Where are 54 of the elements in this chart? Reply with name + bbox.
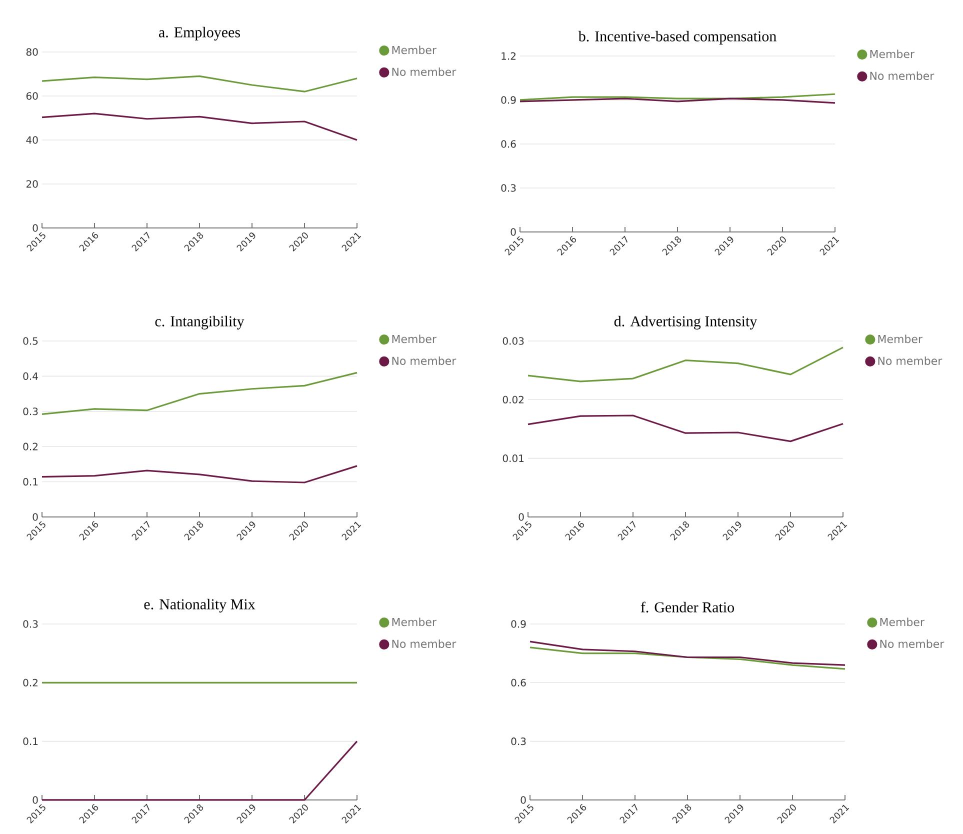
y-tick-label: 0.2: [23, 678, 38, 686]
chart-title: b. Incentive-based compensation: [578, 30, 776, 44]
line-series: [527, 414, 844, 442]
legend-label: No member: [392, 356, 456, 366]
chart-title: c. Intangibility: [155, 316, 244, 330]
y-tick-label: 20: [26, 180, 38, 188]
line-series: [41, 372, 358, 416]
y-tick-label: 0.5: [23, 337, 38, 345]
legend-label: Member: [392, 618, 436, 626]
line-series: [529, 640, 846, 666]
y-tick-label: 0.3: [501, 184, 516, 192]
chart-title: f. Gender Ratio: [640, 602, 734, 612]
chart-title: e. Nationality Mix: [144, 598, 256, 612]
line-series: [41, 75, 358, 92]
legend-label: Member: [880, 618, 924, 626]
y-tick-label: 0.3: [23, 620, 38, 628]
y-tick-label: 1.2: [502, 52, 516, 60]
y-tick-label: 40: [26, 136, 38, 144]
y-tick-label: 0.9: [511, 620, 526, 628]
y-tick-label: 0: [520, 796, 526, 804]
y-tick-label: 0.9: [501, 96, 516, 104]
y-tick-label: 0.02: [502, 396, 524, 404]
chart-title: d. Advertising Intensity: [614, 316, 758, 330]
chart-title: a. Employees: [159, 26, 240, 40]
y-tick-label: 0.3: [511, 738, 526, 746]
y-tick-label: 0: [32, 796, 38, 804]
line-series: [41, 112, 358, 141]
y-tick-label: 0.6: [511, 678, 526, 686]
legend-label: No member: [880, 639, 944, 648]
y-tick-label: 0.01: [502, 454, 524, 462]
legend-label: Member: [392, 334, 436, 344]
legend-label: No member: [392, 639, 456, 648]
line-series: [41, 465, 358, 484]
y-tick-label: 0.4: [23, 372, 38, 380]
y-tick-label: 0.2: [23, 442, 38, 450]
legend-label: No member: [392, 67, 456, 76]
legend-label: Member: [392, 46, 436, 54]
y-tick-label: 0.03: [502, 337, 524, 345]
legend-label: Member: [870, 50, 914, 58]
line-series: [527, 346, 844, 382]
y-tick-label: 0: [32, 224, 38, 232]
line-series: [529, 646, 846, 670]
y-tick-label: 0.1: [23, 738, 38, 746]
legend-label: No member: [878, 356, 942, 365]
y-tick-label: 80: [26, 48, 38, 56]
legend-label: Member: [878, 334, 922, 344]
y-tick-label: 60: [26, 92, 38, 100]
y-tick-label: 0.6: [501, 140, 516, 148]
y-tick-label: 0.3: [23, 408, 38, 416]
legend-label: No member: [870, 71, 934, 80]
y-tick-label: 0: [510, 228, 516, 236]
y-tick-label: 0: [518, 513, 524, 521]
y-tick-label: 0.1: [23, 478, 38, 486]
y-tick-label: 0: [32, 513, 38, 521]
